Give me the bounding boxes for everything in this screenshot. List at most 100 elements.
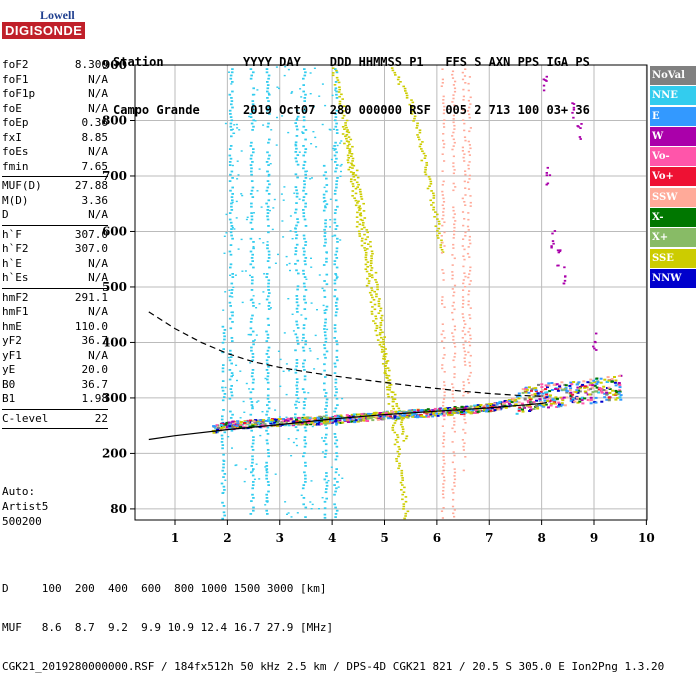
echo-point (250, 154, 253, 157)
y-tick-label: 500 (102, 280, 127, 294)
echo-point (442, 469, 445, 472)
echo-point (290, 455, 293, 457)
echo-point (304, 340, 308, 342)
echo-point (250, 257, 254, 259)
echo-point (335, 340, 338, 342)
echo-point (366, 266, 369, 268)
echo-point (442, 272, 445, 274)
echo-point (453, 515, 456, 518)
echo-point (452, 209, 455, 212)
param-value: N/A (88, 145, 108, 158)
echo-point (540, 383, 544, 386)
echo-point (380, 351, 384, 353)
echo-point (222, 511, 226, 514)
echo-point (302, 247, 305, 250)
echo-point (239, 370, 242, 372)
echo-point (443, 126, 446, 128)
echo-point (252, 509, 255, 512)
echo-point (304, 481, 307, 483)
echo-point (331, 72, 335, 74)
param-key: h`E (2, 256, 22, 270)
true-height-curve (148, 401, 548, 441)
echo-point (451, 396, 455, 399)
echo-point (581, 402, 585, 405)
echo-point (335, 311, 338, 314)
echo-point (335, 349, 339, 352)
echo-point (221, 517, 224, 520)
echo-point (302, 362, 305, 365)
echo-point (370, 257, 373, 260)
echo-point (562, 388, 566, 391)
echo-point (238, 129, 241, 131)
echo-point (255, 463, 258, 465)
echo-point (249, 221, 253, 224)
echo-point (441, 425, 444, 427)
echo-point (467, 218, 470, 221)
echo-point (423, 411, 427, 414)
param-value: 36.7 (81, 377, 109, 391)
echo-point (367, 282, 371, 285)
echo-point (221, 447, 224, 450)
echo-point (266, 81, 269, 83)
echo-point (257, 422, 261, 425)
echo-point (440, 85, 443, 87)
echo-point (291, 91, 294, 93)
echo-point (325, 404, 328, 407)
echo-point (302, 401, 306, 403)
echo-point (267, 92, 270, 94)
echo-point (441, 303, 444, 305)
echo-point (437, 227, 441, 230)
echo-point (214, 427, 218, 430)
echo-point (295, 295, 299, 297)
echo-point (350, 153, 354, 155)
echo-point (222, 491, 225, 494)
echo-point (408, 414, 412, 417)
echo-point (295, 125, 298, 128)
echo-point (322, 421, 326, 424)
echo-point (375, 327, 379, 329)
echo-point (463, 357, 466, 359)
echo-point (451, 288, 454, 290)
echo-point (333, 263, 336, 266)
echo-point (342, 114, 346, 117)
echo-point (376, 283, 379, 286)
echo-point (515, 395, 519, 398)
echo-point (295, 243, 299, 246)
echo-point (240, 193, 243, 195)
echo-point (582, 380, 586, 383)
echo-point (410, 99, 413, 101)
echo-point (442, 180, 445, 183)
auto-label: Auto: (2, 485, 36, 498)
echo-point (461, 211, 465, 213)
echo-point (252, 87, 255, 90)
echo-point (294, 413, 297, 416)
echo-point (528, 396, 532, 399)
echo-point (266, 397, 270, 400)
echo-point (470, 410, 474, 413)
echo-point (384, 353, 388, 355)
echo-point (364, 238, 368, 241)
echo-point (229, 410, 232, 413)
echo-point (369, 301, 373, 303)
echo-point (223, 489, 226, 491)
echo-point (304, 461, 307, 464)
echo-point (356, 417, 360, 420)
echo-point (301, 346, 305, 349)
echo-point (595, 377, 599, 380)
echo-point (304, 193, 308, 195)
echo-point (267, 253, 271, 256)
echo-point (255, 401, 258, 403)
echo-point (265, 276, 268, 278)
header-line1: Station YYYY DAY DDD HHMMSS P1 FFS S AXN… (113, 55, 590, 69)
echo-point (400, 469, 404, 472)
echo-point (333, 337, 336, 339)
echo-point (265, 413, 268, 416)
echo-point (345, 137, 348, 140)
echo-point (553, 399, 557, 402)
echo-point (370, 289, 374, 292)
echo-point (547, 397, 551, 400)
param-key: hmF1 (2, 305, 29, 318)
echo-point (304, 301, 307, 304)
echo-point (230, 429, 234, 432)
echo-point (237, 174, 240, 176)
